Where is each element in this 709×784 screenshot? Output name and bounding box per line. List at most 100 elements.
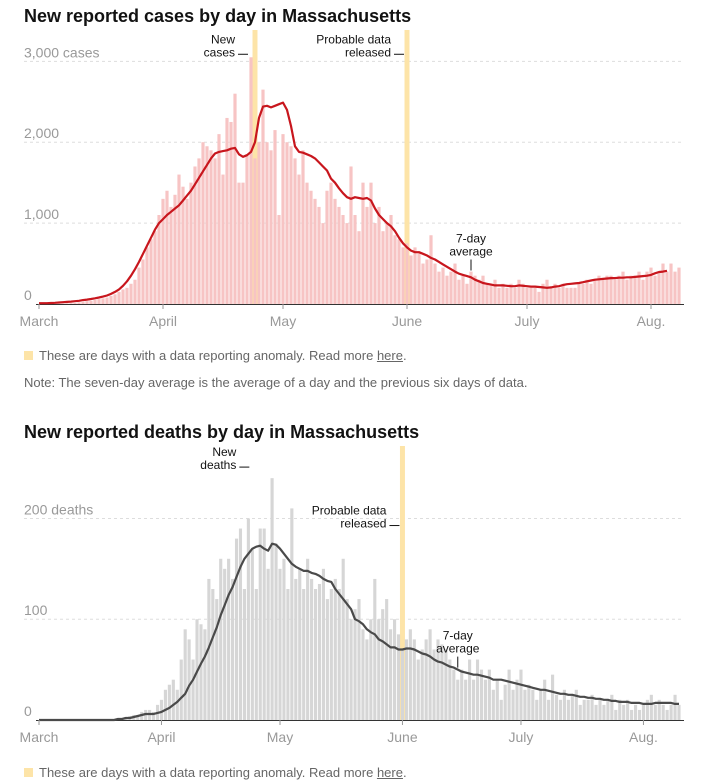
deaths-bar <box>179 659 183 720</box>
cases-bar <box>317 206 321 304</box>
cases-bar <box>129 283 133 304</box>
cases-annotation-label: New <box>211 32 235 46</box>
anomaly-read-more-link[interactable]: here <box>376 765 403 780</box>
deaths-bar <box>420 649 424 720</box>
cases-bar <box>173 194 177 304</box>
deaths-bar <box>223 568 227 720</box>
cases-bar <box>329 182 333 304</box>
cases-bar <box>205 146 209 304</box>
cases-bar <box>209 150 213 304</box>
cases-bar <box>141 259 145 304</box>
deaths-bar <box>574 689 578 720</box>
cases-bar <box>157 215 161 304</box>
cases-bar <box>325 190 329 304</box>
deaths-bar <box>290 508 294 720</box>
cases-bar <box>277 215 281 304</box>
deaths-bar <box>377 619 381 720</box>
cases-bar <box>665 271 669 304</box>
cases-bar <box>493 279 497 304</box>
cases-bar <box>581 283 585 304</box>
deaths-bar <box>523 689 527 720</box>
cases-bar <box>413 247 417 304</box>
deaths-y-tick-label: 200 deaths <box>24 501 93 517</box>
cases-bar <box>613 279 617 304</box>
cases-bar <box>121 289 125 304</box>
deaths-bar <box>511 689 515 720</box>
cases-bar <box>553 283 557 304</box>
cases-bar <box>73 303 77 304</box>
cases-bar <box>425 259 429 304</box>
deaths-bar <box>590 694 594 720</box>
cases-bar <box>249 57 253 305</box>
deaths-bar <box>665 709 669 720</box>
cases-bar <box>637 271 641 304</box>
cases-bar <box>409 255 413 304</box>
deaths-chart: 0 100 200 deaths March April May June July Aug. N… <box>20 446 684 745</box>
deaths-bar <box>519 669 523 720</box>
deaths-bar <box>483 679 487 720</box>
deaths-bar <box>317 583 322 720</box>
deaths-annotation-label: Probable data <box>312 504 387 518</box>
cases-bar <box>481 275 485 304</box>
deaths-bar <box>286 589 290 720</box>
deaths-bar <box>645 699 649 720</box>
deaths-bar <box>219 558 223 720</box>
cases-y-tick-label: 0 <box>24 287 32 303</box>
deaths-x-tick-label: May <box>267 729 293 745</box>
deaths-bar <box>385 599 389 720</box>
deaths-bar <box>400 649 405 720</box>
deaths-bar <box>345 599 349 720</box>
deaths-bar <box>468 659 472 720</box>
cases-y-tick-label: 2,000 <box>24 125 59 141</box>
cases-bar <box>669 263 673 304</box>
cases-bar <box>261 89 265 304</box>
deaths-bar <box>167 684 171 720</box>
cases-bar <box>437 271 441 304</box>
cases-bar <box>565 287 569 304</box>
deaths-bar <box>199 624 203 720</box>
cases-bar <box>233 93 237 304</box>
deaths-bar <box>396 634 401 720</box>
deaths-bar <box>258 528 262 720</box>
cases-bar <box>213 158 217 304</box>
cases-bar <box>241 182 245 304</box>
deaths-bar <box>171 679 175 720</box>
cases-bar <box>585 279 589 304</box>
seven-day-average-note: Note: The seven-day average is the avera… <box>24 375 528 390</box>
cases-bar <box>145 247 149 304</box>
cases-bar <box>65 303 69 304</box>
anomaly-read-more-link[interactable]: here <box>376 348 403 363</box>
deaths-bar <box>365 639 369 720</box>
deaths-bar <box>472 679 476 720</box>
cases-bar <box>133 279 137 304</box>
cases-bar <box>149 239 153 304</box>
cases-bar <box>309 190 313 304</box>
deaths-bar <box>302 589 306 720</box>
cases-bar <box>253 158 257 304</box>
cases-bar <box>321 223 325 304</box>
cases-x-tick-label: Aug. <box>637 313 666 329</box>
cases-bar <box>509 283 513 304</box>
deaths-annotation-label: 7-day <box>443 629 473 643</box>
cases-bar <box>297 174 301 304</box>
cases-bar <box>125 287 129 304</box>
cases-bar <box>373 223 377 304</box>
deaths-annotation-label: released <box>340 517 386 531</box>
cases-bar <box>549 287 553 304</box>
cases-bar <box>633 275 637 304</box>
deaths-bar <box>578 704 582 720</box>
cases-bar <box>477 279 481 304</box>
cases-chart-title: New reported cases by day in Massachuset… <box>24 6 412 26</box>
cases-bar <box>473 275 477 304</box>
deaths-bar <box>282 558 286 720</box>
cases-bar <box>645 271 649 304</box>
deaths-bar <box>416 659 420 720</box>
deaths-bar <box>313 589 318 720</box>
cases-bar <box>485 283 489 304</box>
cases-bar <box>389 215 393 304</box>
deaths-y-tick-label: 0 <box>24 703 32 719</box>
deaths-bar <box>539 689 543 720</box>
cases-bar <box>197 158 201 304</box>
deaths-y-tick-label: 100 <box>24 602 48 618</box>
deaths-anomaly-legend: These are days with a data reporting ano… <box>24 765 407 780</box>
